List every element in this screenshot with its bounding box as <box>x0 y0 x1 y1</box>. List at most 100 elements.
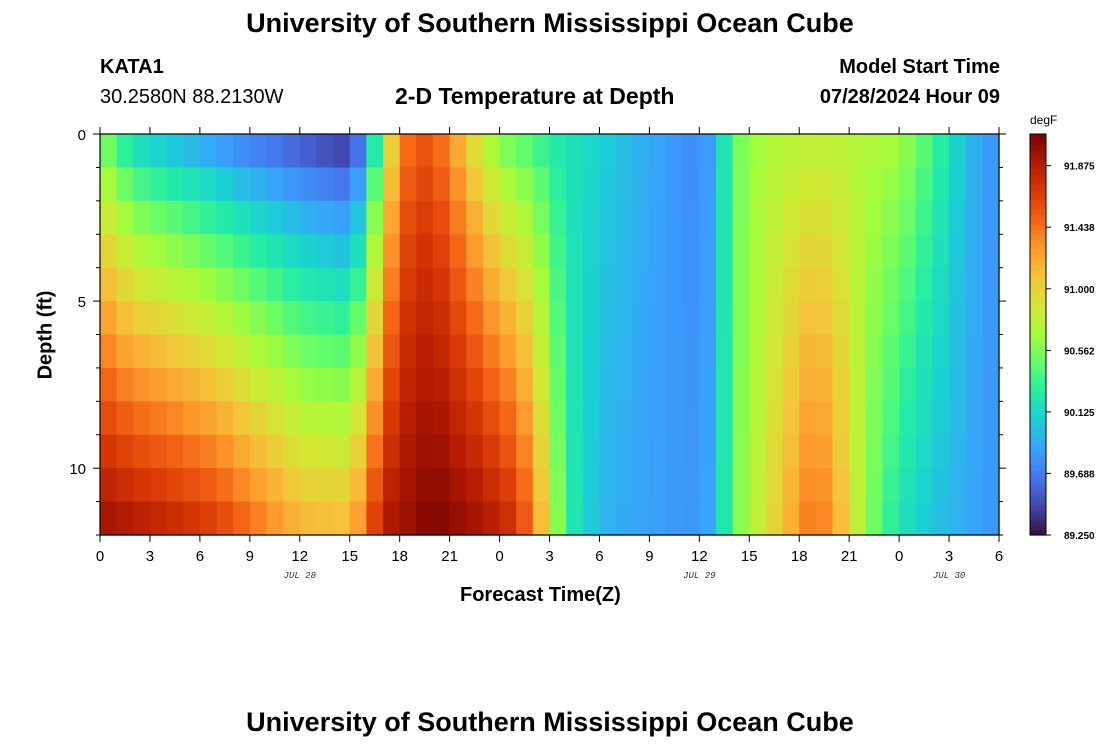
heatmap-cell <box>516 501 534 536</box>
heatmap-cell <box>166 367 184 402</box>
heatmap-cell <box>566 167 584 202</box>
heatmap-cell <box>899 401 917 436</box>
heatmap-cell <box>116 167 134 202</box>
heatmap-cell <box>715 134 734 169</box>
heatmap-cell <box>399 501 417 536</box>
heatmap-cell <box>666 301 684 336</box>
heatmap-cell <box>532 468 551 503</box>
colorbar-segment <box>1030 494 1046 501</box>
heatmap-cell <box>965 134 983 169</box>
heatmap-cell <box>249 468 268 503</box>
colorbar-segment <box>1030 179 1046 185</box>
heatmap-cell <box>882 200 900 235</box>
heatmap-cell <box>815 267 834 302</box>
heatmap-cell <box>416 267 434 302</box>
heatmap-cell <box>283 267 301 302</box>
heatmap-cell <box>166 334 184 369</box>
heatmap-cell <box>449 367 467 402</box>
heatmap-cell <box>932 434 950 469</box>
colorbar-segment <box>1030 459 1046 466</box>
colorbar-segment <box>1030 189 1046 195</box>
heatmap-cell <box>183 200 201 235</box>
heatmap-cell <box>915 134 934 169</box>
heatmap-cell <box>366 167 384 202</box>
heatmap-cell <box>316 134 334 169</box>
heatmap-cell <box>133 334 151 369</box>
heatmap-cell <box>499 134 517 169</box>
heatmap-cell <box>366 200 384 235</box>
heatmap-cell <box>765 134 784 169</box>
colorbar-segment <box>1030 309 1046 316</box>
heatmap-cell <box>832 134 850 169</box>
heatmap-cell <box>666 334 684 369</box>
heatmap-cell <box>882 334 900 369</box>
heatmap-cell <box>765 334 784 369</box>
heatmap-cell <box>499 267 517 302</box>
heatmap-cell <box>782 468 800 503</box>
colorbar-segment <box>1030 484 1046 491</box>
heatmap-cell <box>316 267 334 302</box>
heatmap-cell <box>649 334 667 369</box>
colorbar-segment <box>1030 269 1046 275</box>
heatmap-cell <box>599 200 617 235</box>
heatmap-cell <box>133 367 151 402</box>
x-tick-label: 6 <box>595 548 603 565</box>
heatmap-cell <box>100 401 118 436</box>
heatmap-cell <box>133 200 151 235</box>
heatmap-cell <box>949 200 967 235</box>
colorbar-segment <box>1030 469 1046 476</box>
heatmap-cell <box>882 401 900 436</box>
heatmap-cell <box>666 367 684 402</box>
colorbar-segment <box>1030 524 1046 531</box>
heatmap-cell <box>299 501 318 536</box>
heatmap-cell <box>832 234 850 269</box>
heatmap-cell <box>399 367 417 402</box>
heatmap-cell <box>799 167 817 202</box>
heatmap-cell <box>899 234 917 269</box>
heatmap-cell <box>432 234 451 269</box>
heatmap-cell <box>965 234 983 269</box>
heatmap-cell <box>466 334 484 369</box>
colorbar-tick-label: 90.562 <box>1064 346 1095 357</box>
colorbar-segment <box>1030 134 1046 140</box>
heatmap-cell <box>383 334 401 369</box>
heatmap-cell <box>666 468 684 503</box>
heatmap-cell <box>649 468 667 503</box>
heatmap-cell <box>183 267 201 302</box>
heatmap-cell <box>516 267 534 302</box>
heatmap-cell <box>799 267 817 302</box>
heatmap-cell <box>849 134 867 169</box>
colorbar-segment <box>1030 404 1046 411</box>
heatmap-cell <box>299 334 318 369</box>
heatmap-cell <box>249 234 268 269</box>
heatmap-cell <box>915 167 934 202</box>
heatmap-cell <box>449 334 467 369</box>
model-start-value: 07/28/2024 Hour 09 <box>819 86 1000 108</box>
heatmap-cell <box>100 134 118 169</box>
heatmap-cell <box>349 367 367 402</box>
colorbar-segment <box>1030 354 1046 361</box>
colorbar-segment <box>1030 344 1046 351</box>
heatmap-cell <box>366 401 384 436</box>
heatmap-cell <box>449 301 467 336</box>
heatmap-cell <box>765 401 784 436</box>
heatmap-cell <box>632 134 650 169</box>
heatmap-cell <box>682 200 700 235</box>
heatmap-cell <box>199 468 218 503</box>
heatmap-cell <box>982 401 1000 436</box>
heatmap-cell <box>732 434 750 469</box>
colorbar-segment <box>1030 314 1046 321</box>
heatmap-cell <box>832 167 850 202</box>
heatmap-cell <box>299 200 318 235</box>
heatmap-cell <box>499 367 517 402</box>
model-start-label: Model Start Time <box>839 56 1000 78</box>
heatmap-cell <box>149 301 168 336</box>
colorbar-segment <box>1030 194 1046 200</box>
heatmap-cell <box>449 401 467 436</box>
heatmap-cell <box>133 468 151 503</box>
heatmap-cell <box>632 234 650 269</box>
heatmap-cell <box>283 367 301 402</box>
heatmap-cell <box>815 501 834 536</box>
heatmap-cell <box>399 468 417 503</box>
heatmap-cell <box>549 401 567 436</box>
